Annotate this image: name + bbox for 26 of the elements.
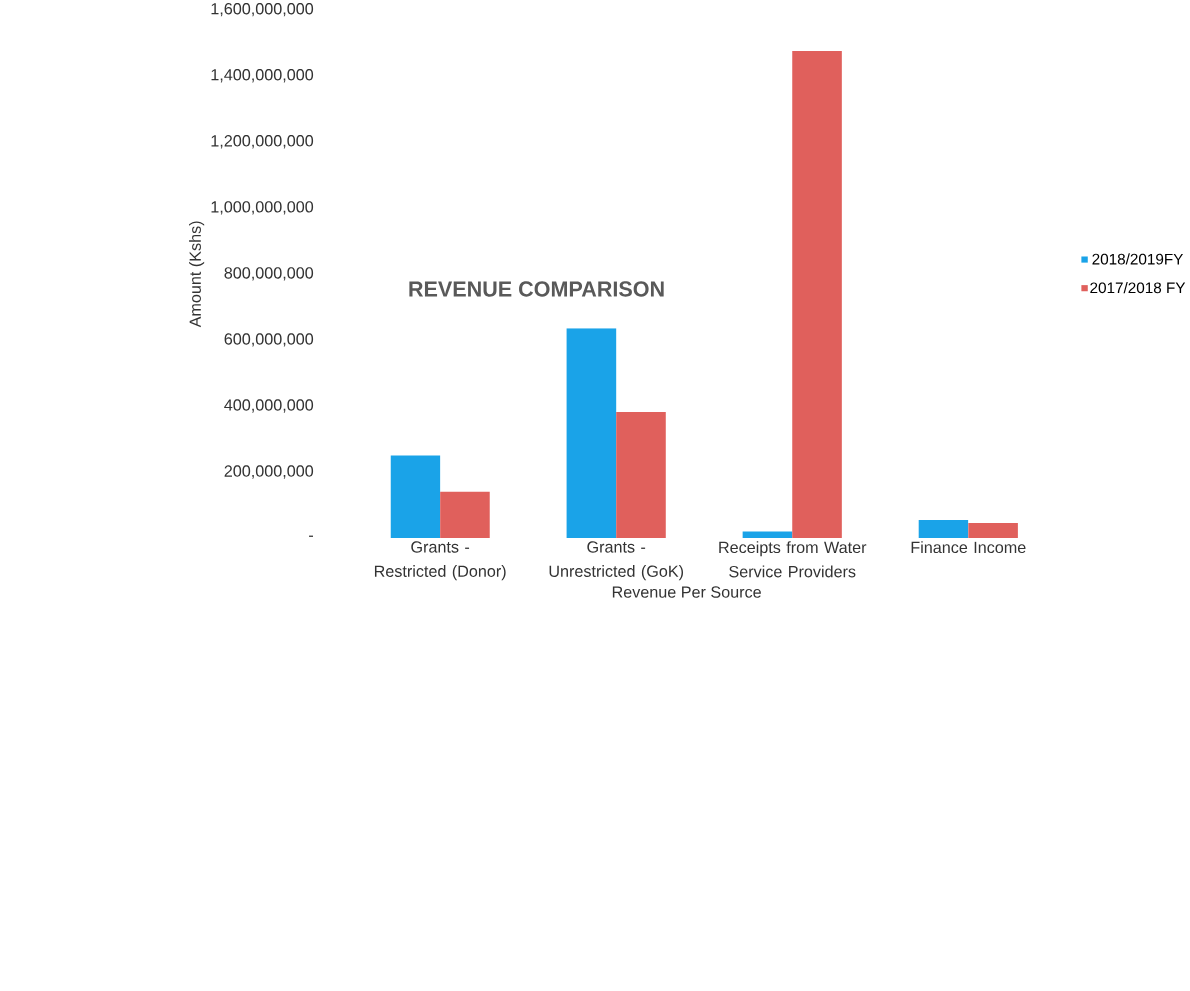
x-tick-label: Grants - Unrestricted (GoK)	[549, 541, 684, 581]
bar	[566, 328, 617, 539]
x-tick-label: Grants - Restricted (Donor)	[374, 541, 506, 581]
bar	[918, 520, 969, 539]
y-tick-label: 1,200,000,000	[211, 135, 314, 149]
x-axis-title: Revenue Per Source	[612, 586, 761, 598]
y-tick-label: 600,000,000	[224, 333, 314, 347]
legend-label: 2017/2018 FY	[1090, 282, 1186, 294]
y-tick-label: -	[309, 535, 314, 538]
bar	[742, 531, 793, 539]
x-tick-label: Finance Income	[911, 541, 1026, 554]
y-tick-label: 1,400,000,000	[211, 69, 314, 83]
y-tick-label: 1,000,000,000	[211, 201, 314, 215]
bar	[968, 523, 1018, 539]
y-tick-label: 800,000,000	[224, 267, 314, 281]
bar	[440, 492, 490, 539]
bar	[390, 455, 441, 539]
x-tick-label: Receipts from Water Service Providers	[719, 541, 867, 578]
y-tick-label: 400,000,000	[224, 399, 314, 413]
y-tick-label: 200,000,000	[224, 465, 314, 479]
bar	[792, 51, 842, 539]
legend-label: 2018/2019FY	[1092, 253, 1184, 265]
y-axis-title: Amount (Kshs)	[189, 221, 205, 328]
text: REVENUE COMPARISON	[409, 281, 664, 297]
bar	[616, 412, 666, 539]
y-tick-label: 1,600,000,000	[211, 3, 314, 17]
